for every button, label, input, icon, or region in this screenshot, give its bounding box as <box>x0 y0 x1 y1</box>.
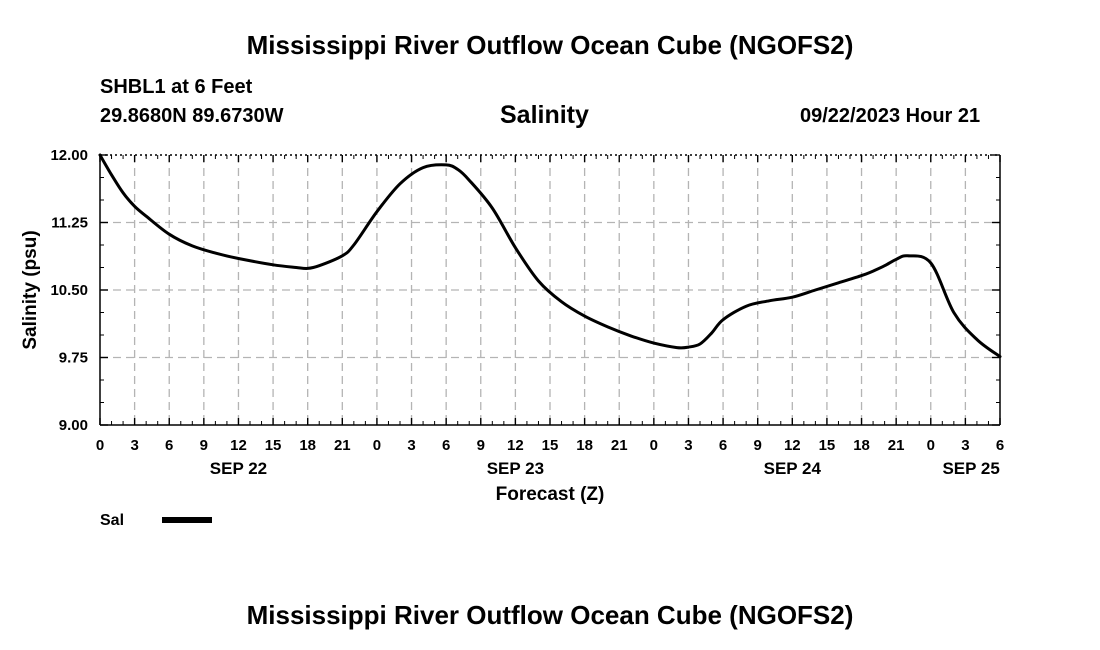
forecast-timestamp: 09/22/2023 Hour 21 <box>800 105 981 127</box>
x-tick-label: 3 <box>130 437 138 454</box>
y-tick-label: 12.00 <box>50 147 88 164</box>
x-tick-label: 21 <box>334 437 351 454</box>
x-tick-label: 0 <box>96 437 104 454</box>
x-tick-label: 15 <box>819 437 836 454</box>
x-tick-label: 21 <box>611 437 628 454</box>
x-tick-label: 3 <box>407 437 415 454</box>
x-tick-label: 18 <box>299 437 316 454</box>
x-tick-label: 0 <box>927 437 935 454</box>
x-tick-label: 12 <box>230 437 247 454</box>
y-axis-title: Salinity (psu) <box>20 230 41 349</box>
chart-title: Salinity <box>500 101 589 129</box>
date-label: SEP 23 <box>487 459 544 478</box>
x-tick-label: 9 <box>477 437 485 454</box>
x-tick-label: 15 <box>542 437 559 454</box>
date-label: SEP 22 <box>210 459 267 478</box>
x-tick-label: 18 <box>576 437 593 454</box>
x-tick-label: 15 <box>265 437 282 454</box>
x-tick-label: 0 <box>373 437 381 454</box>
x-tick-label: 9 <box>200 437 208 454</box>
x-tick-label: 0 <box>650 437 658 454</box>
y-tick-label: 9.75 <box>59 350 88 367</box>
x-tick-label: 3 <box>961 437 969 454</box>
x-tick-label: 9 <box>754 437 762 454</box>
x-axis-title: Forecast (Z) <box>496 484 605 505</box>
x-tick-label: 6 <box>996 437 1004 454</box>
x-tick-label: 6 <box>165 437 173 454</box>
page-title: Mississippi River Outflow Ocean Cube (NG… <box>246 30 854 60</box>
y-tick-label: 9.00 <box>59 417 88 434</box>
x-tick-label: 21 <box>888 437 905 454</box>
series-line-sal <box>98 153 1002 359</box>
station-name: SHBL1 at 6 Feet <box>100 76 253 98</box>
footer-title: Mississippi River Outflow Ocean Cube (NG… <box>246 600 854 630</box>
y-tick-label: 10.50 <box>50 282 88 299</box>
x-tick-label: 18 <box>853 437 870 454</box>
date-label: SEP 24 <box>764 459 822 478</box>
x-tick-label: 3 <box>684 437 692 454</box>
date-label: SEP 25 <box>942 459 999 478</box>
y-tick-label: 11.25 <box>51 215 88 232</box>
x-tick-label: 6 <box>442 437 450 454</box>
x-tick-label: 12 <box>507 437 524 454</box>
station-coords: 29.8680N 89.6730W <box>100 105 284 127</box>
x-tick-label: 6 <box>719 437 727 454</box>
legend-label: Sal <box>100 512 124 529</box>
x-tick-label: 12 <box>784 437 801 454</box>
